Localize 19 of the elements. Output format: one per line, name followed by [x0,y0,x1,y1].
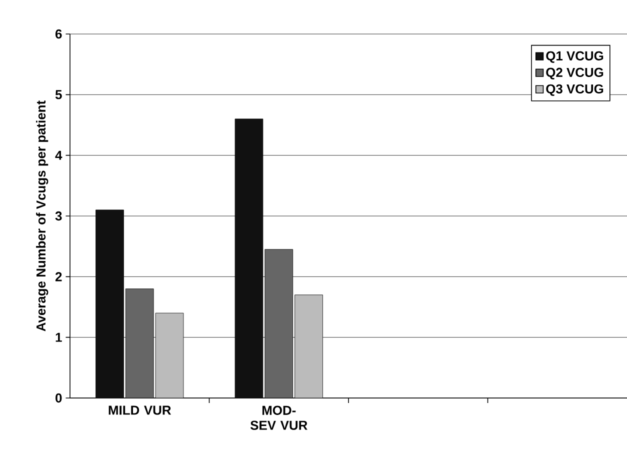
bar [234,118,264,398]
y-tick-label: 1 [56,332,62,342]
bar [294,294,323,398]
legend-label: Q2 VCUG [546,68,604,80]
y-axis-title: Average Number of Vcugs per patient [36,100,48,332]
bar [96,210,124,398]
legend-label: Q1 VCUG [546,51,604,63]
bar [264,249,294,398]
legend-label: Q3 VCUG [546,84,604,96]
y-tick-label: 2 [55,272,62,282]
y-tick-label: 0 [56,393,62,403]
y-tick-label: 3 [55,211,62,221]
y-tick-label: 6 [55,29,62,39]
y-tick-label: 5 [55,90,62,100]
y-tick-label: 4 [55,150,62,160]
x-tick-label: MOD-SEV VUR [250,406,308,430]
bar [155,312,184,398]
bar [125,288,154,398]
x-tick-label: MILD VUR [108,406,172,415]
